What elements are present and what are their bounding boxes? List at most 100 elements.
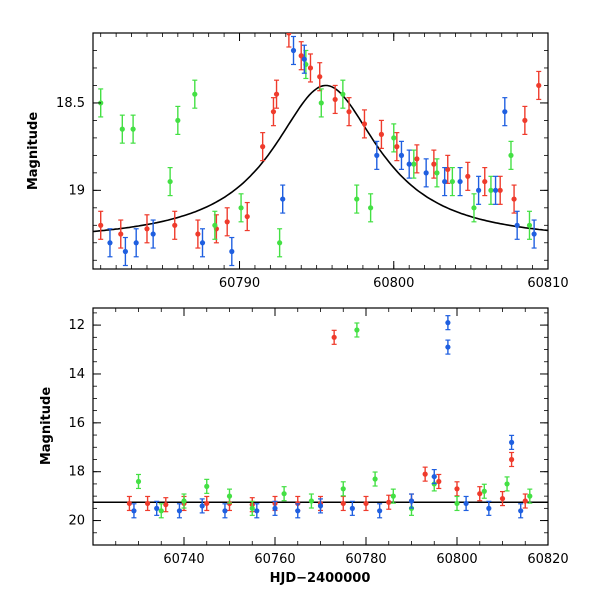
blue-marker [406, 161, 412, 167]
red-data-point [497, 175, 503, 205]
red-data-point [522, 105, 528, 136]
blue-marker [154, 505, 160, 511]
red-data-point [224, 207, 230, 237]
green-marker [526, 222, 533, 228]
red-marker [497, 187, 503, 193]
red-marker [482, 178, 488, 185]
green-data-point [434, 158, 440, 188]
red-data-point [118, 219, 124, 249]
red-marker [270, 109, 277, 115]
blue-data-point [229, 236, 235, 267]
blue-marker [531, 231, 537, 237]
blue-data-point [486, 500, 492, 516]
red-marker [499, 495, 506, 502]
blue-data-point [272, 500, 278, 516]
red-marker [317, 74, 323, 80]
blue-marker [475, 187, 482, 193]
green-marker [135, 478, 142, 485]
green-marker [181, 498, 187, 504]
red-marker [394, 144, 400, 150]
green-data-point [212, 210, 218, 240]
top-y-tick-label: 19 [68, 183, 85, 198]
bottom-x-axis-label: HJD−2400000 [270, 571, 371, 586]
red-data-point [477, 486, 483, 502]
blue-marker [349, 505, 355, 511]
red-marker [511, 196, 517, 202]
blue-marker [463, 500, 469, 507]
green-data-point [318, 88, 324, 118]
red-marker [522, 117, 528, 124]
blue-marker [445, 344, 451, 350]
red-marker [363, 500, 369, 507]
green-marker [508, 152, 514, 158]
blue-marker [176, 508, 183, 514]
green-data-point [249, 500, 255, 516]
blue-data-point [349, 500, 355, 516]
red-marker [145, 500, 151, 507]
green-data-point [449, 166, 455, 197]
green-data-point [175, 105, 181, 136]
blue-marker [290, 47, 297, 54]
red-data-point [244, 201, 250, 232]
blue-marker [133, 240, 139, 246]
red-marker [509, 456, 515, 463]
green-data-point [481, 483, 487, 499]
red-data-point [172, 210, 178, 240]
red-marker [340, 500, 346, 507]
green-marker [390, 493, 396, 499]
bottom-x-tick-label: 60780 [345, 552, 386, 567]
red-marker [522, 498, 528, 504]
green-data-point [508, 140, 514, 170]
green-marker [167, 178, 173, 185]
blue-data-point [199, 498, 205, 514]
blue-marker [486, 505, 492, 511]
red-marker [477, 491, 483, 497]
green-marker [119, 126, 125, 132]
blue-data-point [423, 158, 429, 188]
red-data-point [536, 70, 542, 101]
bottom-plot-area [93, 315, 548, 519]
blue-marker [122, 248, 128, 255]
blue-data-point [531, 219, 537, 249]
green-marker [204, 483, 210, 489]
blue-marker [222, 508, 228, 514]
blue-data-point [122, 236, 128, 267]
green-data-point [226, 488, 233, 504]
blue-data-point [502, 97, 508, 127]
blue-marker [254, 508, 260, 514]
red-marker [422, 471, 428, 477]
red-data-point [317, 62, 323, 92]
blue-data-point [518, 503, 524, 519]
red-marker [195, 231, 201, 237]
red-data-point [511, 184, 517, 214]
green-data-point [204, 478, 210, 494]
red-marker [346, 109, 352, 115]
bottom-x-tick-label: 60760 [254, 552, 295, 567]
red-data-point [298, 41, 304, 71]
green-marker [130, 126, 136, 132]
blue-data-point [295, 503, 301, 519]
red-data-point [509, 451, 515, 468]
red-data-point [195, 219, 201, 249]
blue-marker [131, 508, 137, 514]
green-data-point [488, 175, 494, 205]
blue-data-point [463, 495, 469, 512]
green-marker [226, 493, 233, 499]
red-data-point [286, 33, 292, 48]
red-data-point [260, 132, 266, 162]
red-data-point [445, 154, 451, 184]
red-marker [144, 226, 150, 232]
red-data-point [431, 149, 437, 179]
blue-data-point [406, 149, 412, 179]
bottom-y-tick-label: 16 [68, 416, 85, 431]
red-marker [286, 33, 292, 36]
green-marker [340, 486, 346, 492]
blue-marker [272, 505, 278, 511]
red-marker [244, 213, 250, 220]
red-data-point [270, 97, 277, 127]
red-data-point [126, 495, 132, 512]
blue-marker [199, 240, 206, 246]
green-data-point [130, 114, 136, 144]
blue-marker [229, 248, 235, 255]
